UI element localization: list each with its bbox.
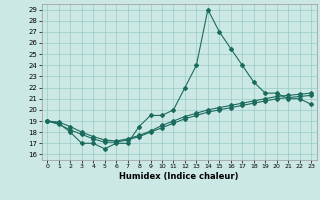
X-axis label: Humidex (Indice chaleur): Humidex (Indice chaleur) [119,172,239,181]
